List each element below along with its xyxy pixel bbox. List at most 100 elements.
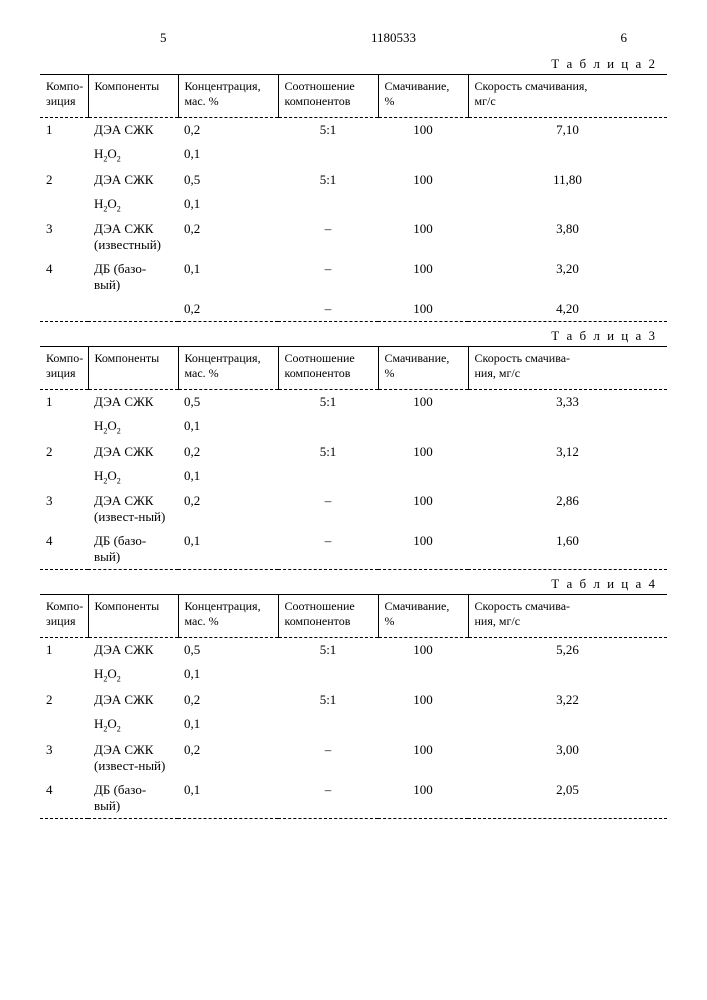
cell: 100 [378,688,468,712]
cell: ДБ (базо-вый) [88,778,178,819]
cell: – [278,738,378,778]
cell: 5:1 [278,168,378,192]
cell: 1 [40,638,88,663]
cell: – [278,297,378,322]
col-header: Соотношениекомпонентов [278,75,378,118]
cell: 0,2 [178,440,278,464]
cell: 0,1 [178,142,278,168]
table-header-row: Компо-зиция Компоненты Концентрация,мас.… [40,595,667,638]
cell: 4 [40,529,88,570]
cell: 3,00 [468,738,667,778]
cell: ДЭА СЖК [88,440,178,464]
cell: 5:1 [278,638,378,663]
cell: ДЭА СЖК (извест-ный) [88,738,178,778]
table-3-block: Т а б л и ц а 3 Компо-зиция Компоненты К… [40,328,667,570]
table-4-block: Т а б л и ц а 4 Компо-зиция Компоненты К… [40,576,667,818]
table-row: 3ДЭА СЖК (извест-ный)0,2–1003,00 [40,738,667,778]
cell [278,464,378,490]
table-2-body: 1ДЭА СЖК0,25:11007,10 H2O20,1 2ДЭА СЖК0,… [40,118,667,322]
cell: 1,60 [468,529,667,570]
cell: 5:1 [278,118,378,143]
cell: 100 [378,738,468,778]
table-row: 0,2–1004,20 [40,297,667,322]
cell [468,142,667,168]
table-row: 1ДЭА СЖК0,55:11005,26 [40,638,667,663]
cell: 5:1 [278,688,378,712]
cell: 4,20 [468,297,667,322]
cell: 0,2 [178,688,278,712]
table-3: Компо-зиция Компоненты Концентрация,мас.… [40,346,667,570]
col-header: Концентрация,мас. % [178,595,278,638]
cell [378,662,468,688]
col-header: Компоненты [88,75,178,118]
cell: 0,5 [178,168,278,192]
cell: 0,1 [178,778,278,819]
cell: 0,1 [178,529,278,570]
cell: 100 [378,529,468,570]
cell: 7,10 [468,118,667,143]
cell: 3 [40,738,88,778]
cell: 100 [378,168,468,192]
cell: 100 [378,778,468,819]
cell: 1 [40,118,88,143]
cell [378,712,468,738]
cell: ДБ (базо-вый) [88,529,178,570]
cell: 100 [378,217,468,257]
cell [40,712,88,738]
cell: 3,12 [468,440,667,464]
col-header: Скорость смачивания,мг/с [468,75,667,118]
col-header: Смачивание,% [378,347,468,390]
table-row: H2O20,1 [40,142,667,168]
table-row: 3ДЭА СЖК (известный)0,2–1003,80 [40,217,667,257]
cell: 2,86 [468,489,667,529]
col-header: Концентрация,мас. % [178,75,278,118]
page-header: 5 1180533 6 [40,30,667,46]
cell [468,712,667,738]
cell: H2O2 [88,662,178,688]
col-header: Скорость смачива-ния, мг/с [468,347,667,390]
table-2-caption: Т а б л и ц а 2 [40,56,667,72]
cell: 3,20 [468,257,667,297]
cell: 3,80 [468,217,667,257]
cell: ДЭА СЖК [88,638,178,663]
cell: 4 [40,778,88,819]
table-4-caption: Т а б л и ц а 4 [40,576,667,592]
page-left-num: 5 [160,30,167,46]
cell: – [278,257,378,297]
cell: 3 [40,217,88,257]
col-header: Смачивание,% [378,595,468,638]
cell: 0,2 [178,489,278,529]
cell: 3,33 [468,390,667,415]
table-row: 2ДЭА СЖК0,25:11003,12 [40,440,667,464]
cell: ДБ (базо-вый) [88,257,178,297]
table-row: 3ДЭА СЖК (извест-ный)0,2–1002,86 [40,489,667,529]
cell: 5:1 [278,440,378,464]
cell: 100 [378,118,468,143]
cell [378,192,468,218]
cell [40,414,88,440]
table-row: H2O20,1 [40,192,667,218]
table-row: H2O20,1 [40,414,667,440]
cell: 100 [378,297,468,322]
cell [378,464,468,490]
table-row: H2O20,1 [40,712,667,738]
cell: 1 [40,390,88,415]
cell [278,712,378,738]
table-row: 1ДЭА СЖК0,25:11007,10 [40,118,667,143]
table-2: Компо-зиция Компоненты Концентрация,мас.… [40,74,667,322]
cell: 0,1 [178,257,278,297]
cell: 3 [40,489,88,529]
cell [40,662,88,688]
cell [88,297,178,322]
cell: 3,22 [468,688,667,712]
cell: H2O2 [88,192,178,218]
col-header: Соотношениекомпонентов [278,347,378,390]
table-4-body: 1ДЭА СЖК0,55:11005,26 H2O20,1 2ДЭА СЖК0,… [40,638,667,818]
cell [378,414,468,440]
cell: H2O2 [88,142,178,168]
cell: 5,26 [468,638,667,663]
cell: 0,1 [178,192,278,218]
cell: 2 [40,688,88,712]
cell: 2 [40,168,88,192]
cell: ДЭА СЖК (известный) [88,217,178,257]
